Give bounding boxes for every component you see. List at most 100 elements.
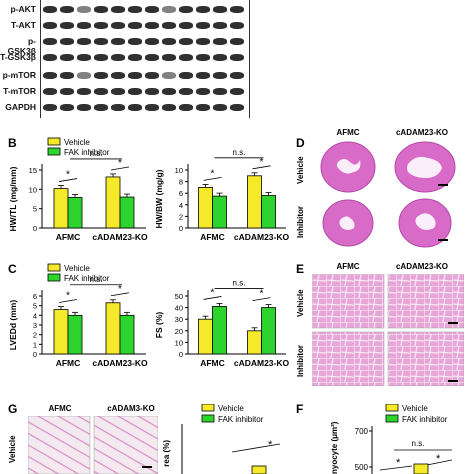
blot-band bbox=[145, 72, 159, 79]
western-blot-panel: p-AKT T-AKT p-GSK3β T-GSK3β p-mTOR T-mTOR GAPD… bbox=[0, 0, 260, 118]
panel-e-col1-header: AFMC bbox=[336, 262, 360, 271]
y-tick-label: 8 bbox=[179, 178, 183, 187]
sig-bracket bbox=[110, 292, 130, 297]
panel-g-row1-label: Vehicle bbox=[8, 435, 17, 463]
blot-band bbox=[94, 54, 108, 61]
y-tick-label: 6 bbox=[33, 292, 37, 301]
legend-g-vehicle-swatch bbox=[201, 404, 215, 412]
y-tick-label: 40 bbox=[175, 304, 183, 313]
legend-f-vehicle-label: Vehicle bbox=[402, 404, 428, 413]
panel-d-col2-header: cADAM23-KO bbox=[395, 128, 448, 137]
fibrosis-image bbox=[28, 416, 158, 474]
y-tick-label: 1 bbox=[33, 340, 37, 349]
panel-label-f: F bbox=[296, 402, 304, 416]
legend-label-inhibitor: FAK inhibitor bbox=[64, 274, 110, 283]
blot-band bbox=[145, 38, 159, 45]
chart-hwbw: 0 2 4 6 8 10 HW/BW (mg/g) AFMC cADAM23-KO * * n.s. bbox=[154, 148, 290, 242]
panel-f-ylabel: nyocyte (μm²) bbox=[330, 421, 339, 474]
sig-bracket bbox=[252, 297, 271, 301]
blot-band bbox=[230, 6, 244, 13]
blot-band bbox=[43, 6, 57, 13]
blot-band bbox=[230, 22, 244, 29]
blot-band bbox=[60, 88, 74, 95]
histology-ko-vehicle bbox=[387, 274, 464, 329]
blot-band bbox=[162, 6, 176, 13]
blot-band bbox=[111, 6, 125, 13]
blot-band bbox=[43, 38, 57, 45]
y-tick-label: 4 bbox=[179, 201, 183, 210]
scale-bar-e2 bbox=[448, 380, 458, 382]
bar-vehicle bbox=[105, 302, 121, 355]
y-tick-label: 2 bbox=[33, 331, 37, 340]
panel-g-chart: Vehicle FAK inhibitor * bbox=[181, 404, 281, 474]
blot-band bbox=[213, 88, 227, 95]
blot-band bbox=[196, 38, 210, 45]
blot-band bbox=[162, 72, 176, 79]
blot-band bbox=[43, 104, 57, 111]
heart-sections-image bbox=[312, 140, 464, 250]
scale-bar-e1 bbox=[448, 322, 458, 324]
y-tick-label: 10 bbox=[175, 166, 183, 175]
panel-label-b: B bbox=[8, 136, 17, 150]
y-tick-label: 30 bbox=[175, 315, 183, 324]
panel-e-row1-label: Vehicle bbox=[296, 289, 305, 317]
sig-star: * bbox=[260, 157, 264, 168]
sig-star: * bbox=[66, 291, 70, 302]
panel-f-bar bbox=[413, 463, 429, 474]
blot-band bbox=[111, 22, 125, 29]
blot-row-label: p-mTOR bbox=[2, 70, 36, 80]
legend-label-vehicle: Vehicle bbox=[64, 264, 90, 273]
panel-label-c: C bbox=[8, 262, 17, 276]
panel-f-chart: 700 500 Vehicle FAK inhibitor n.s. * * bbox=[355, 404, 453, 474]
blot-band bbox=[128, 88, 142, 95]
blot-band bbox=[145, 6, 159, 13]
heart-afmc-inhibitor bbox=[322, 199, 374, 247]
blot-row-label: p-AKT bbox=[10, 4, 37, 14]
x-category-label: cADAM23-KO bbox=[234, 232, 290, 242]
y-tick-label: 0 bbox=[33, 350, 37, 359]
blot-band bbox=[77, 88, 91, 95]
x-category-label: cADAM23-KO bbox=[234, 358, 290, 368]
blot-band bbox=[179, 104, 193, 111]
blot-row-bands bbox=[40, 37, 248, 46]
blot-band bbox=[128, 6, 142, 13]
panel-f-ytick-500: 500 bbox=[355, 463, 369, 472]
bar-vehicle bbox=[247, 330, 262, 355]
blot-band bbox=[128, 104, 142, 111]
legend-f-inhibitor-label: FAK inhibitor bbox=[402, 415, 448, 424]
histology-image bbox=[312, 274, 464, 386]
bar-vehicle bbox=[247, 175, 262, 229]
blot-band bbox=[77, 54, 91, 61]
panel-g-col1-header: AFMC bbox=[48, 404, 72, 413]
bar-inhibitor bbox=[261, 195, 276, 229]
blot-band bbox=[213, 6, 227, 13]
bar-inhibitor bbox=[212, 195, 227, 229]
bar-vehicle bbox=[105, 176, 121, 229]
blot-band bbox=[162, 54, 176, 61]
sig-star: * bbox=[66, 170, 70, 181]
blot-band bbox=[145, 54, 159, 61]
panel-g-legend: Vehicle FAK inhibitor bbox=[201, 404, 264, 424]
bar-inhibitor bbox=[67, 314, 83, 355]
y-tick-label: 0 bbox=[33, 224, 37, 233]
histology-ko-inhibitor bbox=[387, 331, 464, 386]
blot-row-bands bbox=[40, 87, 248, 96]
sig-star: * bbox=[211, 287, 215, 298]
panel-g-col2-header: cADAM3-KO bbox=[107, 404, 155, 413]
legend-g-inhibitor-label: FAK inhibitor bbox=[218, 415, 264, 424]
blot-band bbox=[43, 22, 57, 29]
legend-f-inhibitor-swatch bbox=[385, 414, 399, 423]
blot-row-bands bbox=[40, 5, 248, 14]
blot-band bbox=[162, 104, 176, 111]
panel-label-g: G bbox=[8, 402, 18, 416]
legend-g-vehicle-label: Vehicle bbox=[218, 404, 244, 413]
blot-band bbox=[196, 72, 210, 79]
panel-f-sig-2: * bbox=[436, 453, 441, 465]
blot-band bbox=[43, 54, 57, 61]
panel-g-bar bbox=[251, 465, 267, 474]
blot-band bbox=[60, 22, 74, 29]
y-tick-label: 0 bbox=[179, 224, 183, 233]
bar-vehicle bbox=[198, 187, 213, 229]
